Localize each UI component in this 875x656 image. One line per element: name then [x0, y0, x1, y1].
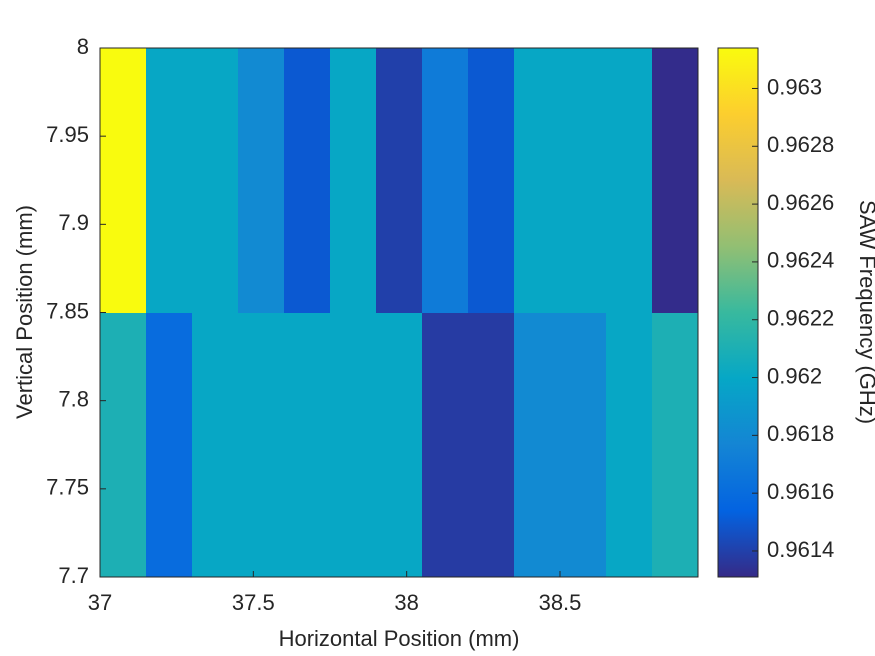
- heat-cell: [468, 48, 515, 313]
- colorbar-label: SAW Frequency (GHz): [855, 200, 875, 424]
- heat-cell: [652, 312, 699, 578]
- heat-cell: [146, 312, 193, 578]
- colorbar-tick-label: 0.9624: [767, 248, 834, 273]
- heat-cell: [514, 48, 561, 313]
- x-tick-label: 38: [394, 590, 418, 615]
- heat-cell: [192, 312, 239, 578]
- heat-cell: [330, 48, 377, 313]
- y-tick-label: 8: [77, 34, 89, 59]
- heat-cell: [652, 48, 699, 313]
- colorbar-tick-label: 0.9628: [767, 132, 834, 157]
- colorbar-tick-label: 0.9622: [767, 306, 834, 331]
- colorbar: [717, 47, 759, 578]
- x-tick-label: 38.5: [539, 590, 582, 615]
- heat-cell: [606, 312, 653, 578]
- heat-cell: [238, 48, 285, 313]
- heat-cell: [560, 48, 607, 313]
- x-tick-label: 37: [88, 590, 112, 615]
- heat-cell: [468, 312, 515, 578]
- heat-cell: [422, 312, 469, 578]
- heat-cell: [100, 48, 147, 313]
- colorbar-tick-label: 0.9618: [767, 421, 834, 446]
- y-axis-label: Vertical Position (mm): [12, 205, 37, 419]
- y-tick-label: 7.8: [58, 386, 89, 411]
- y-tick-label: 7.7: [58, 563, 89, 588]
- heat-cell: [560, 312, 607, 578]
- colorbar-tick-label: 0.9614: [767, 537, 834, 562]
- heat-cell: [376, 48, 423, 313]
- heat-cell: [422, 48, 469, 313]
- colorbar-tick-label: 0.9626: [767, 190, 834, 215]
- colorbar-tick-label: 0.962: [767, 363, 822, 388]
- heat-cell: [146, 48, 193, 313]
- x-axis-label: Horizontal Position (mm): [279, 626, 520, 651]
- heat-cell: [284, 48, 331, 313]
- heat-cell: [192, 48, 239, 313]
- colorbar-tick-label: 0.963: [767, 74, 822, 99]
- y-tick-label: 7.95: [46, 122, 89, 147]
- heat-cell: [100, 312, 147, 578]
- heat-cell: [284, 312, 331, 578]
- heat-cell: [376, 312, 423, 578]
- y-tick-label: 7.85: [46, 298, 89, 323]
- heat-cell: [514, 312, 561, 578]
- y-tick-label: 7.75: [46, 475, 89, 500]
- y-tick-label: 7.9: [58, 210, 89, 235]
- x-tick-label: 37.5: [232, 590, 275, 615]
- heat-cell: [330, 312, 377, 578]
- heat-cell: [238, 312, 285, 578]
- heat-cell: [606, 48, 653, 313]
- colorbar-tick-label: 0.9616: [767, 479, 834, 504]
